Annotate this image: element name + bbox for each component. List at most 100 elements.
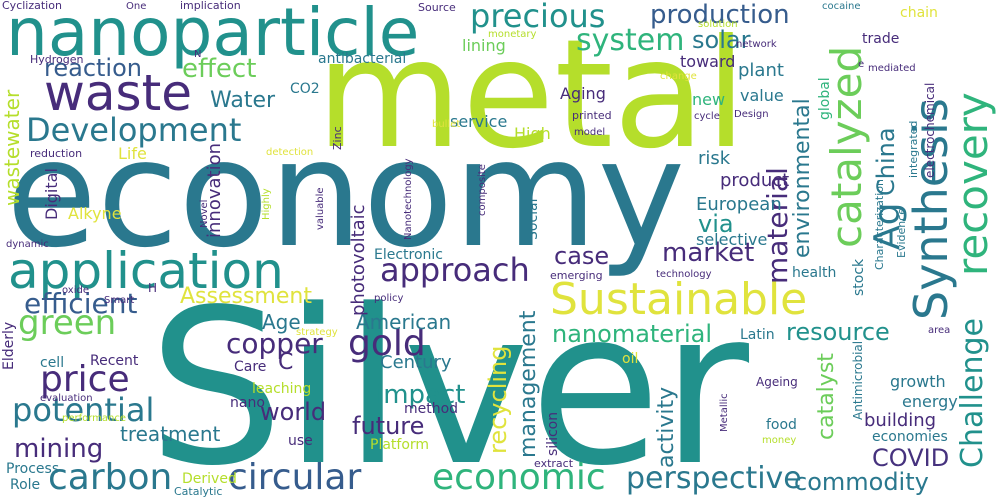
word-derived: Derived — [182, 471, 237, 487]
word-european: European — [696, 194, 782, 215]
word-one: One — [126, 1, 147, 12]
word-aging: Aging — [560, 84, 606, 103]
word-silver: Silver — [148, 264, 750, 500]
word-novel: Novel — [199, 199, 210, 228]
word-social: Social — [525, 198, 541, 240]
word-stock: stock — [851, 258, 867, 296]
word-mining: mining — [14, 434, 104, 464]
word-antibacterial: antibacterial — [318, 51, 407, 67]
word-treatment: treatment — [120, 422, 221, 446]
word-wastewater: wastewater — [0, 89, 24, 206]
word-antimicrobial: Antimicrobial — [851, 340, 865, 420]
word-water: Water — [210, 88, 276, 113]
word-carbon: carbon — [48, 457, 173, 498]
word-photovoltaic: photovoltaic — [348, 204, 369, 316]
word-system: system — [576, 23, 685, 58]
word-approach: approach — [380, 251, 530, 289]
word-potential: potential — [12, 391, 155, 429]
word-effect: effect — [182, 54, 257, 84]
word-zinc: Zinc — [331, 126, 344, 150]
word-american: American — [356, 310, 452, 334]
word-money: money — [762, 435, 797, 446]
word-impact: impact — [376, 380, 466, 410]
word-solution: solution — [698, 19, 738, 30]
word-building: building — [864, 410, 937, 431]
word-food: food — [766, 417, 797, 433]
word-n: N — [194, 49, 202, 60]
word-cell: cell — [40, 355, 65, 371]
word-oil: oil — [622, 351, 639, 367]
word-nanomaterial: nanomaterial — [552, 320, 712, 348]
word-recycling: recycling — [484, 345, 512, 454]
word-cocaine: cocaine — [822, 1, 861, 12]
word-reaction: reaction — [44, 54, 142, 82]
word-role: Role — [10, 477, 41, 493]
word-chain: chain — [900, 5, 938, 21]
word-highly: Highly — [261, 188, 272, 220]
word-ageing: Ageing — [756, 375, 798, 389]
word-mediated: mediated — [868, 63, 916, 74]
word-electronic: Electronic — [374, 247, 444, 263]
word-catalytic: Catalytic — [174, 485, 223, 498]
word-efficient: efficient — [24, 287, 138, 320]
word-silicon: silicon — [545, 411, 561, 456]
word-platform: Platform — [370, 437, 430, 453]
word-detection: detection — [266, 147, 314, 158]
word-gold: gold — [348, 323, 426, 364]
word-lining: lining — [462, 36, 506, 55]
word-hydrogen: Hydrogen — [30, 53, 84, 66]
word-assessment: Assessment — [180, 284, 312, 309]
word-co2: CO2 — [290, 81, 320, 97]
word-risk: risk — [698, 148, 731, 169]
word-alkyne: Alkyne — [68, 204, 122, 223]
word-smart: Smart — [104, 295, 135, 306]
word-nanotechnology: Nanotechnology — [403, 158, 414, 240]
word-valuable: valuable — [315, 187, 326, 230]
word-century: Century — [380, 352, 452, 373]
word-c: C — [278, 350, 294, 375]
word-plant: plant — [738, 60, 784, 81]
word-nano: nano — [230, 395, 265, 411]
word-recovery: recovery — [948, 92, 997, 276]
word-source: Source — [418, 1, 456, 14]
word-metal: metal — [316, 8, 747, 182]
word-perspective: perspective — [626, 461, 802, 496]
word-printed: printed — [572, 109, 612, 122]
word-via: via — [698, 210, 734, 238]
word-application: application — [8, 242, 284, 300]
word-market: market — [662, 238, 755, 268]
word-selective: selective — [696, 230, 768, 249]
word-trade: trade — [862, 31, 900, 47]
word-dynamic: dynamic — [6, 239, 49, 250]
word-latin: Latin — [740, 327, 775, 343]
word-leaching: leaching — [252, 381, 312, 397]
word-performance: performance — [62, 413, 127, 424]
word-care: Care — [234, 359, 267, 375]
word-global: global — [817, 77, 833, 120]
word-copper: copper — [226, 327, 323, 360]
word-growth: growth — [890, 372, 946, 391]
word-challenge: Challenge — [955, 318, 990, 468]
word-green: green — [18, 303, 117, 343]
word-commodity: commodity — [794, 468, 929, 496]
word-network: network — [736, 39, 777, 50]
word-covid: COVID — [872, 444, 950, 472]
word-nanoparticle: nanoparticle — [6, 0, 420, 71]
word-model: model — [574, 127, 606, 138]
word-resource: resource — [786, 318, 890, 346]
word-management: management — [516, 310, 541, 458]
word-bullet: bullet — [432, 119, 461, 130]
word-method: method — [404, 401, 459, 417]
word-monetary: monetary — [488, 29, 537, 40]
word-integrated: integrated — [907, 120, 920, 178]
word-activity: activity — [654, 386, 679, 468]
word-environmental: environmental — [790, 98, 815, 258]
word-economy: economy — [6, 108, 686, 280]
word-health: health — [792, 265, 837, 281]
word-price: price — [40, 359, 130, 400]
word-metallic: Metallic — [719, 393, 730, 432]
word-circular: circular — [228, 457, 362, 498]
word-development: Development — [26, 111, 242, 149]
word-service: service — [450, 112, 508, 131]
word-future: future — [352, 412, 425, 440]
